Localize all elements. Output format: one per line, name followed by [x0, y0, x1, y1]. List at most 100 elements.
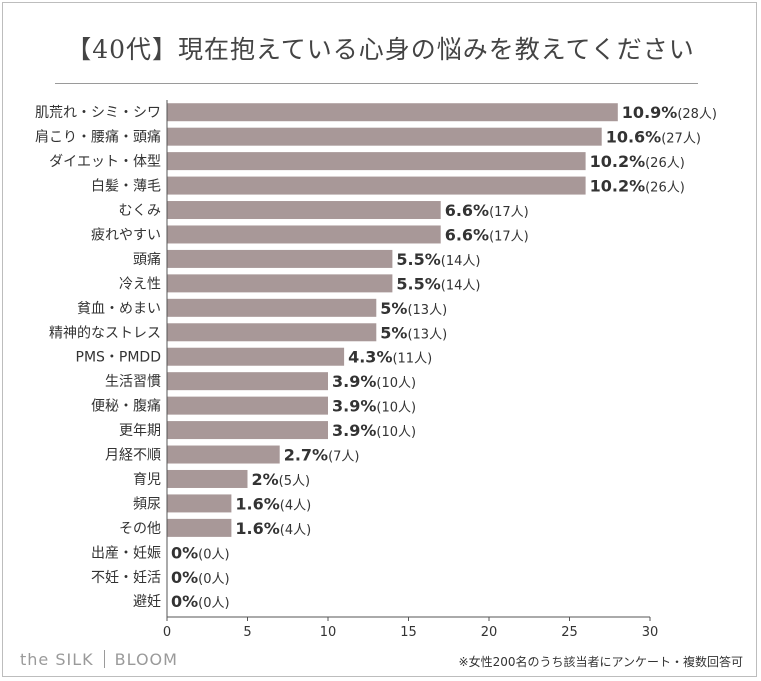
count-label: (11人): [392, 352, 432, 367]
x-tick-label: 0: [163, 625, 171, 640]
category-label: 不妊・妊活: [91, 570, 161, 586]
value-label: 5.5%(14人): [396, 274, 480, 293]
percent-label: 10.6%: [606, 128, 662, 147]
percent-label: 1.6%: [235, 519, 279, 538]
value-label: 10.2%(26人): [590, 152, 685, 171]
x-tick-label: 5: [243, 625, 251, 640]
bar: [167, 127, 602, 146]
bar: [167, 372, 328, 391]
category-label: 肌荒れ・シミ・シワ: [35, 105, 161, 121]
bar: [167, 518, 232, 537]
logo-left-text: the SILK: [20, 650, 94, 669]
count-label: (14人): [441, 254, 481, 269]
count-label: (13人): [407, 303, 447, 318]
value-label: 10.9%(28人): [622, 103, 717, 122]
category-label: 出産・妊娠: [91, 545, 161, 561]
percent-label: 1.6%: [235, 494, 279, 513]
bar: [167, 298, 377, 317]
value-label: 5%(13人): [380, 299, 447, 318]
percent-label: 5%: [380, 323, 407, 342]
count-label: (13人): [407, 327, 447, 342]
chart-title: 【40代】現在抱えている心身の悩みを教えてください: [66, 35, 695, 64]
count-label: (17人): [489, 205, 529, 220]
count-label: (4人): [280, 523, 311, 538]
logo-separator: [103, 650, 105, 668]
count-label: (26人): [645, 156, 685, 171]
count-label: (17人): [489, 229, 529, 244]
value-label: 10.6%(27人): [606, 128, 701, 147]
category-label: 避妊: [133, 594, 161, 610]
percent-label: 10.9%: [622, 103, 678, 122]
percent-label: 5.5%: [396, 250, 440, 269]
count-label: (27人): [661, 132, 701, 147]
percent-label: 10.2%: [590, 177, 646, 196]
value-label: 4.3%(11人): [348, 348, 432, 367]
percent-label: 0%: [171, 543, 198, 562]
category-label: 冷え性: [119, 276, 161, 292]
percent-label: 3.9%: [332, 421, 376, 440]
category-label: 頭痛: [133, 251, 161, 268]
title-divider: [55, 83, 698, 84]
percent-label: 3.9%: [332, 397, 376, 416]
value-label: 3.9%(10人): [332, 421, 416, 440]
value-label: 0%(0人): [171, 568, 230, 587]
bar: [167, 249, 393, 268]
bar: [167, 152, 586, 171]
value-label: 6.6%(17人): [445, 225, 529, 244]
x-tick-label: 25: [561, 625, 578, 640]
category-label: 便秘・腹痛: [91, 398, 161, 415]
count-label: (10人): [376, 401, 416, 416]
category-label: 精神的なストレス: [49, 325, 161, 341]
category-label: 白髪・薄毛: [91, 179, 161, 195]
bar: [167, 347, 345, 366]
logo-right-text: BLOOM: [114, 650, 178, 669]
count-label: (0人): [198, 547, 229, 562]
percent-label: 0%: [171, 568, 198, 587]
value-label: 1.6%(4人): [235, 494, 311, 513]
footnote: ※女性200名のうち該当者にアンケート・複数回答可: [458, 655, 743, 669]
percent-label: 4.3%: [348, 348, 392, 367]
category-label: その他: [119, 521, 161, 537]
bar: [167, 323, 377, 342]
x-tick-label: 15: [400, 625, 417, 640]
bar: [167, 445, 280, 464]
category-label: PMS・PMDD: [76, 350, 162, 366]
category-label: 頻尿: [133, 496, 161, 512]
category-label: 貧血・めまい: [77, 301, 161, 317]
value-label: 2%(5人): [252, 470, 311, 489]
count-label: (4人): [280, 498, 311, 513]
value-label: 3.9%(10人): [332, 372, 416, 391]
x-tick-label: 30: [642, 625, 659, 640]
bar: [167, 421, 328, 440]
value-label: 5.5%(14人): [396, 250, 480, 269]
bar: [167, 225, 441, 244]
count-label: (26人): [645, 181, 685, 196]
x-tick-label: 10: [320, 625, 337, 640]
bar: [167, 176, 586, 195]
value-label: 0%(0人): [171, 543, 230, 562]
bar: [167, 469, 248, 488]
brand-logo: the SILK BLOOM: [20, 650, 178, 669]
bar: [167, 396, 328, 415]
count-label: (0人): [198, 572, 229, 587]
bar: [167, 201, 441, 220]
value-label: 1.6%(4人): [235, 519, 311, 538]
percent-label: 10.2%: [590, 152, 646, 171]
category-label: 肩こり・腰痛・頭痛: [35, 129, 161, 146]
bar: [167, 274, 393, 293]
percent-label: 5.5%: [396, 274, 440, 293]
bar: [167, 494, 232, 513]
value-label: 0%(0人): [171, 592, 230, 611]
value-label: 6.6%(17人): [445, 201, 529, 220]
category-label: 月経不順: [105, 448, 161, 464]
count-label: (5人): [279, 474, 310, 489]
percent-label: 2.7%: [284, 446, 328, 465]
category-label: ダイエット・体型: [49, 154, 161, 170]
category-label: むくみ: [118, 203, 161, 219]
category-label: 生活習慣: [105, 373, 161, 390]
percent-label: 6.6%: [445, 225, 489, 244]
percent-label: 6.6%: [445, 201, 489, 220]
value-label: 3.9%(10人): [332, 397, 416, 416]
count-label: (0人): [198, 596, 229, 611]
